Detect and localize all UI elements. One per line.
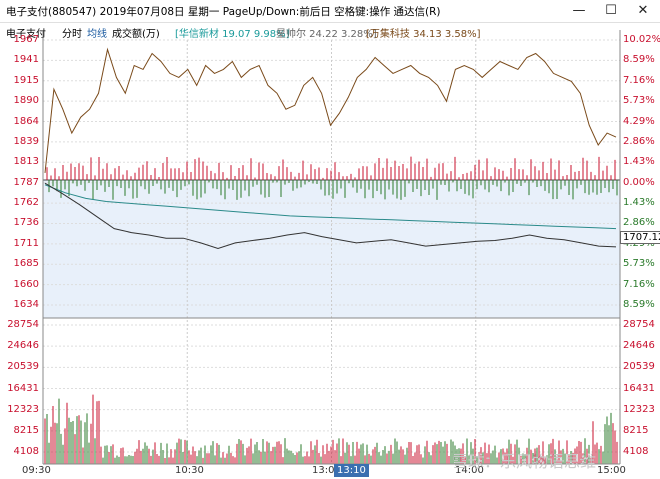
volume-tick-label-right: 24646 [623, 340, 655, 352]
mode-label[interactable]: 分时 [62, 29, 82, 40]
volume-tick-label: 8215 [13, 424, 39, 436]
price-tick-label: 1813 [13, 156, 39, 168]
price-tick-label: 1711 [13, 237, 39, 249]
price-tick-label: 1736 [13, 217, 39, 229]
tick-bars [46, 156, 618, 200]
price-tick-label: 1839 [13, 135, 39, 147]
minimize-button[interactable]: — [572, 3, 586, 18]
volume-tick-label-right: 8215 [623, 424, 649, 436]
pct-tick-label: 0.00% [623, 176, 655, 188]
close-button[interactable]: ✕ [637, 3, 649, 18]
volume-tick-label: 28754 [7, 319, 39, 330]
volume-tick-label-right: 12323 [623, 403, 655, 415]
pct-tick-label: 8.59% [623, 299, 655, 310]
price-tick-label: 1864 [13, 115, 39, 127]
linked-stock-1[interactable]: [华信新材 19.07 9.98%] [175, 29, 290, 40]
current-price-tag: 1707.12 [620, 231, 660, 244]
volume-tick-label-right: 4108 [623, 446, 649, 457]
linked-stock-3[interactable]: [万集科技 34.13 3.58%] [366, 29, 481, 40]
avg-line-toggle[interactable]: 均线 [87, 29, 107, 40]
pct-tick-label: 1.43% [623, 156, 655, 168]
chart-toolbar: 电子支付 分时 均线 成交额(万) [华信新材 19.07 9.98%] 星帅尔… [0, 23, 660, 40]
price-tick-label: 1967 [13, 34, 39, 45]
pct-tick-label: 2.86% [623, 135, 655, 147]
pct-tick-label: 5.73% [623, 95, 655, 107]
time-tick-label: 15:00 [597, 465, 626, 476]
watermark: 雪球：乐风物语思维 [452, 452, 597, 471]
time-tick-label: 10:30 [175, 465, 204, 476]
volume-tick-label: 4108 [13, 446, 39, 457]
index-line [44, 182, 617, 250]
volume-tick-label: 16431 [7, 382, 39, 394]
pct-tick-label: 5.73% [623, 258, 655, 270]
volume-tick-label: 12323 [7, 403, 39, 415]
price-tick-label: 1787 [13, 176, 39, 188]
maximize-button[interactable]: ☐ [605, 3, 617, 18]
chart-grid [43, 39, 620, 464]
avg-line [44, 184, 617, 230]
volume-tick-label: 24646 [7, 340, 39, 352]
price-tick-label: 1915 [13, 74, 39, 86]
pct-tick-label: 10.02% [623, 34, 660, 45]
price-tick-label: 1685 [13, 258, 39, 270]
linked-stock-2[interactable]: 星帅尔 24.22 3.28%] [276, 29, 377, 40]
time-tick-label: 09:30 [22, 465, 51, 476]
volume-tick-label-right: 20539 [623, 361, 655, 373]
pct-tick-label: 4.29% [623, 115, 655, 127]
pct-tick-label: 8.59% [623, 54, 655, 66]
volume-tick-label-right: 16431 [623, 382, 655, 394]
window-title: 电子支付(880547) 2019年07月08日 星期一 PageUp/Down… [6, 6, 441, 18]
window-titlebar: 电子支付(880547) 2019年07月08日 星期一 PageUp/Down… [0, 0, 660, 23]
pct-tick-label: 1.43% [623, 197, 655, 209]
price-tick-label: 1762 [13, 197, 39, 209]
time-tick-label: 14:00 [455, 465, 484, 476]
cursor-time-label: 13:10 [334, 464, 369, 477]
price-tick-label: 1890 [13, 95, 39, 107]
volume-bars [44, 394, 618, 464]
volume-tick-label-right: 28754 [623, 319, 655, 330]
price-tick-label: 1634 [13, 299, 39, 310]
volume-label[interactable]: 成交额(万) [112, 29, 160, 40]
pct-tick-label: 7.16% [623, 74, 655, 86]
pct-tick-label: 2.86% [623, 217, 655, 229]
price-tick-label: 1941 [13, 54, 39, 66]
price-tick-label: 1660 [13, 278, 39, 290]
index-name: 电子支付 [6, 29, 46, 40]
volume-tick-label: 20539 [7, 361, 39, 373]
time-tick-label: 13:00 [312, 465, 341, 476]
pct-tick-label: 7.16% [623, 278, 655, 290]
price-line [44, 47, 617, 173]
